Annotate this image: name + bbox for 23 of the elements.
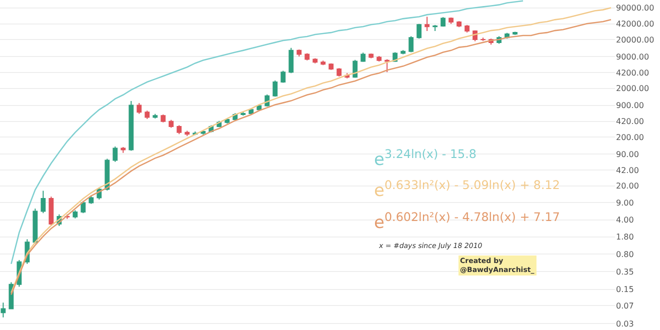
y-tick-label: 9000.00: [616, 52, 650, 62]
y-tick-label: 4200.00: [616, 68, 650, 78]
annotation: e$^{0.633ln²(x) - 5.09ln(x) + 8.12}$: [374, 178, 560, 202]
y-tick-label: 0.03: [616, 319, 634, 328]
y-tick-label: 1.80: [616, 232, 634, 242]
y-tick-label: 2000.00: [616, 84, 650, 94]
y-tick-label: 200.00: [616, 132, 644, 142]
y-tick-label: 9.00: [616, 198, 634, 208]
y-tick-label: 0.80: [616, 250, 634, 259]
y-tick-label: 0.15: [616, 285, 634, 294]
y-tick-label: 4.00: [616, 216, 634, 225]
y-tick-label: 90000.00: [616, 4, 654, 13]
y-tick-label: 20.00: [616, 182, 639, 191]
y-tick-label: 42.00: [616, 166, 639, 175]
y-tick-label: 0.35: [616, 267, 634, 276]
y-tick-label: 0.07: [616, 301, 634, 310]
y-tick-label: 42000.00: [616, 20, 654, 29]
y-tick-label: 90.00: [616, 150, 639, 159]
y-tick-label: 420.00: [616, 117, 644, 126]
y-tick-label: 900.00: [616, 101, 644, 110]
annotation: e$^{3.24ln(x) - 15.8}$: [374, 147, 476, 170]
annotation: e$^{0.602ln²(x) - 4.78ln(x) + 7.17}$: [374, 210, 560, 234]
y-tick-label: 20000.00: [616, 35, 654, 44]
